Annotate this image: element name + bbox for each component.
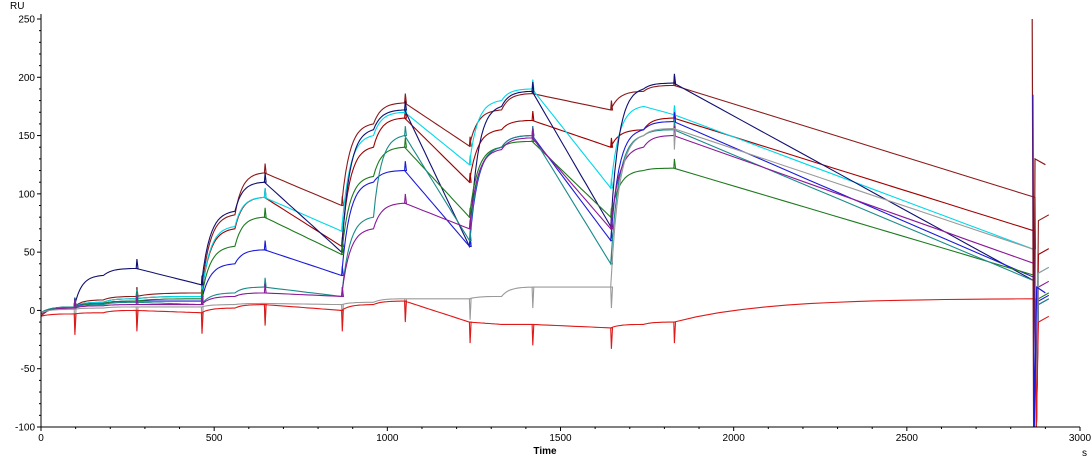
series-purple — [40, 126, 1050, 428]
y-tick-label: 100 — [18, 189, 35, 200]
x-tick-label: 1000 — [376, 433, 399, 444]
series-teal — [40, 120, 1050, 428]
series-gray — [40, 128, 1050, 428]
series-layer — [40, 18, 1050, 428]
y-axis-title: RU — [10, 1, 24, 12]
y-tick-label: 0 — [29, 306, 35, 317]
y-tick-label: 200 — [18, 73, 35, 84]
y-tick-label: 250 — [18, 15, 35, 26]
series-red — [40, 298, 1050, 428]
x-tick-label: 0 — [38, 433, 44, 444]
x-axis-title: Time — [533, 446, 557, 457]
y-tick-label: 150 — [18, 131, 35, 142]
end-spike — [1032, 94, 1046, 428]
series-green — [40, 132, 1050, 428]
series-maroon — [40, 76, 1050, 428]
series-cyan — [40, 79, 1050, 428]
y-tick-label: -100 — [15, 423, 35, 434]
series-navy — [40, 73, 1050, 428]
x-tick-label: 3000 — [1069, 433, 1092, 444]
x-axis-unit: s — [1082, 448, 1087, 458]
x-tick-label: 2500 — [896, 433, 919, 444]
x-tick-label: 1500 — [549, 433, 572, 444]
y-tick-label: -50 — [21, 364, 36, 375]
series-blue — [40, 112, 1050, 428]
x-tick-label: 2000 — [723, 433, 746, 444]
x-tick-label: 500 — [206, 433, 223, 444]
y-tick-label: 50 — [24, 248, 36, 259]
